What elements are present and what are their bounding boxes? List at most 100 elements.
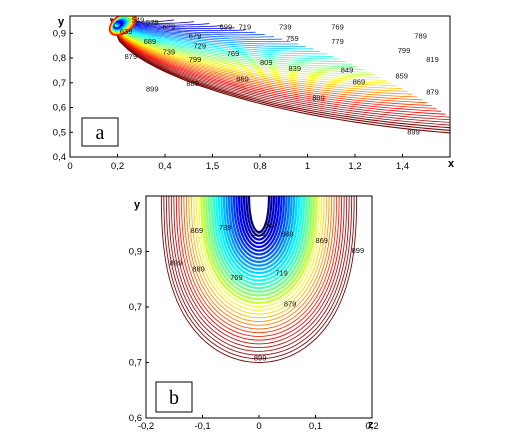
panel-b-contour-line [210, 196, 308, 290]
panel-b-contour-line [247, 196, 271, 234]
panel-b-contour-line [207, 196, 311, 293]
panel-a-contour-label: 729 [194, 42, 207, 51]
panel-b-y-axis-label: y [134, 199, 141, 211]
panel-a-x-tick-label: 1 [305, 161, 310, 172]
panel-a-contour-line [109, 18, 450, 131]
panel-a-x-axis-label: x [448, 158, 455, 170]
panel-a-y-tick-label: 0,4 [53, 152, 66, 163]
panel-a-y-tick-label: 0,8 [53, 53, 66, 64]
panel-a-contour-line [110, 18, 450, 118]
panel-b-contour-line [165, 196, 353, 356]
panel-b-contour-line [195, 196, 323, 311]
panel-b-contour-label: 879 [284, 299, 297, 308]
panel-b-contour-label: 719 [275, 268, 288, 277]
panel-a-contour-label: 689 [144, 37, 157, 46]
panel-b-x-tick-label: 0,1 [309, 421, 322, 432]
panel-b-contour-line [178, 196, 340, 337]
panel-a-contour-line [109, 18, 450, 129]
panel-a-contour-line [110, 18, 382, 78]
panel-a-contour-line [110, 18, 283, 40]
panel-a-contour-line [110, 18, 320, 52]
panel-a-contour-line [110, 18, 340, 60]
panel-a-contour-label: 869 [353, 77, 366, 86]
panel-b-contour-label: 549 [264, 221, 277, 230]
panel-a-contour-label: 549 [132, 16, 145, 25]
panel-a-contour-line [110, 18, 265, 36]
panel-a-contour-label: 629 [163, 22, 176, 31]
panel-a-contour-label: 579 [146, 18, 159, 27]
panel-b-contour-line [235, 196, 283, 252]
panel-a-y-tick-label: 0,5 [53, 127, 66, 138]
panel-a-contour-label: 809 [260, 58, 273, 67]
panel-a-contour-label: 699 [220, 22, 233, 31]
panel-b-contour-label: 869 [315, 236, 328, 245]
panel-a-y-tick-label: 0,6 [53, 103, 66, 114]
panel-a-y-tick-label: 0,9 [53, 28, 66, 39]
panel-b-contour-label: 689 [281, 230, 294, 239]
panel-b-contour-line [222, 196, 296, 271]
panel-a-contour-line [110, 18, 256, 34]
panel-a-contour-line [110, 18, 359, 68]
panel-a-contour-label: 849 [341, 65, 354, 74]
panel-a-contour-labels: 549 579 629 639 679 699 719 739 769 789 689 759 779 7… [120, 16, 439, 137]
panel-b-y-ticks: 0,6 0,7 0,7 0,9 [129, 247, 149, 424]
panel-a-contour-line [110, 18, 442, 112]
panel-a-contour-label: 899 [407, 128, 420, 137]
panel-a-contour-label: 779 [331, 37, 344, 46]
panel-a-contour-line [110, 18, 437, 109]
panel-a-contour-label: 639 [120, 27, 133, 36]
panel-a-contour-label: 879 [125, 52, 138, 61]
panel-a-contour-line [110, 18, 327, 55]
panel-b-contour-line [183, 196, 335, 330]
panel-a-contour-label: 789 [414, 31, 427, 40]
panel-a-x-tick-label: 1,5 [206, 161, 219, 172]
panel-a-contour-label: 859 [395, 71, 408, 80]
panel-b-contour-line [212, 196, 306, 286]
panel-b-contour-line [237, 196, 281, 249]
panel-a-x-tick-label: 0,2 [111, 161, 124, 172]
panel-a-contours [108, 16, 450, 134]
panel-a-contour-label: 899 [146, 85, 159, 94]
panel-a-contour-label: 739 [279, 22, 292, 31]
panel-a-contour-label: 819 [426, 55, 439, 64]
panel-b-label-box [155, 381, 193, 413]
panel-a-contour-line [110, 18, 450, 121]
panel-b-contour-line [215, 196, 303, 282]
panel-a-contour-label: 889 [312, 94, 325, 103]
panel-a-contour-line [110, 18, 450, 123]
panel-a-contour-line [110, 18, 353, 65]
panel-a-contour-line [109, 18, 450, 134]
panel-a-x-tick-label: 1,4 [396, 161, 409, 172]
panel-a-contour-label: 799 [398, 46, 411, 55]
panel-a-contour-line [110, 18, 450, 126]
panel-b-contours [160, 196, 358, 363]
panel-b-contour-line [163, 196, 355, 360]
panel-a-contour-line [110, 18, 370, 73]
panel-b-x-tick-label: -0,1 [194, 421, 210, 432]
panel-a-contour-label: 799 [189, 55, 202, 64]
panel-a-contour-line [110, 18, 334, 57]
panel-b-contour-line [198, 196, 320, 308]
panel-a-contour-label: 769 [227, 49, 240, 58]
panel-b-contour-line [175, 196, 343, 341]
panel-b-y-tick-label: 0,7 [129, 302, 142, 313]
panel-b-contour-line [245, 196, 273, 237]
panel-b-contour-line [188, 196, 330, 322]
panel-b-y-tick-label: 0,6 [129, 413, 142, 424]
panel-a-contour-label: 759 [286, 34, 299, 43]
panel-a-x-tick-label: 0,8 [253, 161, 266, 172]
panel-a-y-ticks: 0,4 0,5 0,6 0,7 0,8 0,9 [53, 28, 73, 163]
panel-b-contour-line [190, 196, 328, 319]
panel-b-contour-line [230, 196, 288, 260]
panel-a-y-axis-label: y [58, 16, 65, 28]
panel-a-contour-line [110, 18, 313, 50]
panel-a: 549 579 629 639 679 699 719 739 769 789 689 759 779 7… [53, 15, 455, 172]
panel-a-contour-line [110, 18, 408, 92]
panel-a-contour-label: 839 [289, 64, 302, 73]
panel-a-contour-line [110, 18, 427, 104]
panel-a-contour-label: 869 [236, 74, 249, 83]
panel-a-contour-line [110, 18, 387, 81]
panel-b-y-tick-label: 0,7 [129, 358, 142, 369]
